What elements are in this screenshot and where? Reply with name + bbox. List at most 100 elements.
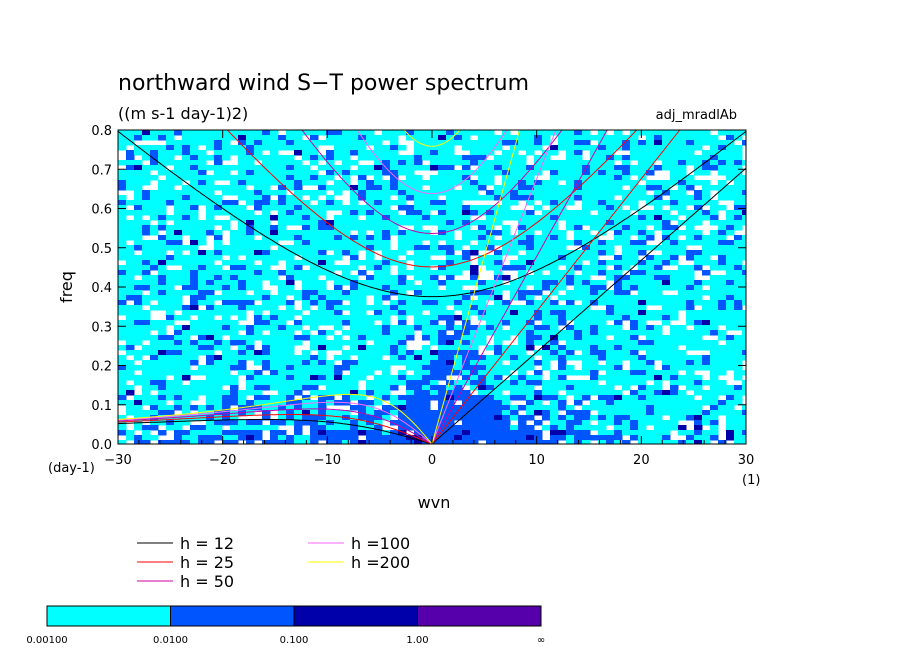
heatmap-cell bbox=[286, 260, 295, 266]
heatmap-cell bbox=[638, 305, 647, 311]
heatmap-cell bbox=[630, 340, 639, 346]
heatmap-cell bbox=[254, 360, 263, 366]
heatmap-cell bbox=[350, 375, 359, 381]
heatmap-cell bbox=[414, 370, 423, 376]
heatmap-cell bbox=[254, 220, 263, 226]
heatmap-cell bbox=[230, 175, 239, 181]
heatmap-cell bbox=[118, 195, 127, 201]
heatmap-cell bbox=[670, 200, 679, 206]
heatmap-cell bbox=[550, 160, 559, 166]
heatmap-cell bbox=[350, 185, 359, 191]
heatmap-cell bbox=[526, 150, 535, 156]
heatmap-cell bbox=[118, 380, 127, 386]
heatmap-cell bbox=[454, 350, 463, 356]
x-tick-label: −30 bbox=[104, 453, 131, 468]
heatmap-cell bbox=[502, 250, 511, 256]
heatmap-cell bbox=[726, 140, 735, 146]
heatmap-cell bbox=[302, 285, 311, 291]
heatmap-cell bbox=[150, 385, 159, 391]
heatmap-cell bbox=[326, 305, 335, 311]
heatmap-cell bbox=[422, 150, 431, 156]
heatmap-cell bbox=[390, 250, 399, 256]
heatmap-cell bbox=[398, 265, 407, 271]
heatmap-cell bbox=[734, 305, 743, 311]
heatmap-cell bbox=[558, 385, 567, 391]
heatmap-cell bbox=[326, 370, 335, 376]
heatmap-cell bbox=[486, 170, 495, 176]
heatmap-cell bbox=[726, 350, 735, 356]
heatmap-cell bbox=[190, 210, 199, 216]
heatmap-cell bbox=[142, 240, 151, 246]
heatmap-cell bbox=[590, 200, 599, 206]
heatmap-cell bbox=[422, 280, 431, 286]
heatmap-cell bbox=[390, 380, 399, 386]
heatmap-cell bbox=[230, 290, 239, 296]
heatmap-cell bbox=[198, 370, 207, 376]
heatmap-cell bbox=[278, 215, 287, 221]
heatmap-cell bbox=[342, 145, 351, 151]
heatmap-cell bbox=[238, 355, 247, 361]
heatmap-cell bbox=[374, 200, 383, 206]
heatmap-cell bbox=[726, 165, 735, 171]
heatmap-cell bbox=[718, 330, 727, 336]
heatmap-cell bbox=[670, 305, 679, 311]
heatmap-cell bbox=[182, 430, 191, 436]
heatmap-cell bbox=[214, 165, 223, 171]
heatmap-cell bbox=[526, 440, 535, 444]
heatmap-cell bbox=[206, 140, 215, 146]
heatmap-cell bbox=[502, 300, 511, 306]
heatmap-cell bbox=[542, 325, 551, 331]
heatmap-cell bbox=[742, 270, 746, 276]
heatmap-cell bbox=[526, 245, 535, 251]
heatmap-cell bbox=[150, 305, 159, 311]
heatmap-cell bbox=[622, 190, 631, 196]
heatmap-cell bbox=[190, 200, 199, 206]
heatmap-cell bbox=[150, 285, 159, 291]
heatmap-cell bbox=[438, 265, 447, 271]
heatmap-cell bbox=[526, 130, 535, 136]
heatmap-cell bbox=[382, 245, 391, 251]
heatmap-cell bbox=[262, 225, 271, 231]
heatmap-cell bbox=[462, 430, 471, 436]
heatmap-cell bbox=[230, 320, 239, 326]
heatmap-cell bbox=[678, 355, 687, 361]
heatmap-cell bbox=[270, 275, 279, 281]
heatmap-cell bbox=[510, 175, 519, 181]
heatmap-cell bbox=[606, 220, 615, 226]
heatmap-cell bbox=[606, 195, 615, 201]
heatmap-cell bbox=[142, 400, 151, 406]
heatmap-cell bbox=[510, 390, 519, 396]
heatmap-cell bbox=[134, 425, 143, 431]
heatmap-cell bbox=[734, 180, 743, 186]
heatmap-cell bbox=[646, 435, 655, 441]
heatmap-cell bbox=[614, 335, 623, 341]
heatmap-cell bbox=[566, 405, 575, 411]
y-axis-label: freq bbox=[57, 271, 76, 303]
heatmap-cell bbox=[486, 400, 495, 406]
heatmap-cell bbox=[174, 340, 183, 346]
heatmap-cell bbox=[334, 440, 343, 444]
heatmap-cell bbox=[558, 245, 567, 251]
heatmap-cell bbox=[614, 180, 623, 186]
colorbar-segment bbox=[46, 605, 171, 627]
heatmap-cell bbox=[542, 425, 551, 431]
heatmap-cell bbox=[342, 140, 351, 146]
heatmap-cell bbox=[734, 150, 743, 156]
heatmap-cell bbox=[358, 310, 367, 316]
heatmap-cell bbox=[310, 255, 319, 261]
heatmap-cell bbox=[606, 360, 615, 366]
heatmap-cell bbox=[550, 170, 559, 176]
heatmap-cell bbox=[486, 425, 495, 431]
heatmap-cell bbox=[158, 305, 167, 311]
heatmap-cell bbox=[622, 285, 631, 291]
heatmap-cell bbox=[734, 300, 743, 306]
heatmap-cell bbox=[222, 225, 231, 231]
heatmap-cell bbox=[470, 140, 479, 146]
heatmap-cell bbox=[430, 340, 439, 346]
heatmap-cell bbox=[190, 270, 199, 276]
heatmap-cell bbox=[382, 135, 391, 141]
heatmap-cell bbox=[614, 345, 623, 351]
heatmap-cell bbox=[542, 250, 551, 256]
heatmap-cell bbox=[406, 190, 415, 196]
heatmap-cell bbox=[294, 145, 303, 151]
